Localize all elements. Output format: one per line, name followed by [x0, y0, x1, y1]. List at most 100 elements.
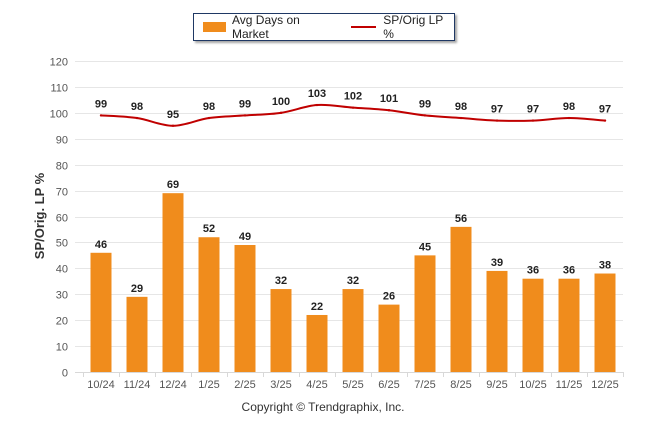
line-point: [531, 119, 535, 122]
line-point: [135, 116, 139, 120]
bar-value-label: 36: [563, 265, 575, 277]
y-tick-label: 50: [56, 238, 68, 250]
bar-value-label: 45: [419, 241, 431, 253]
bar: [126, 296, 148, 372]
x-tick-label: 1/25: [198, 379, 219, 391]
line-point: [387, 109, 391, 112]
line-point: [207, 116, 211, 120]
line-value-label: 97: [491, 104, 503, 116]
bar-value-label: 39: [491, 257, 503, 269]
y-tick-label: 110: [50, 83, 68, 95]
line-point: [243, 114, 247, 117]
line-point: [279, 111, 283, 115]
x-tick-label: 4/25: [306, 379, 327, 391]
bar: [342, 289, 364, 372]
line-point: [99, 114, 103, 117]
line-value-label: 101: [380, 93, 398, 105]
line-point: [459, 116, 463, 120]
x-tick-label: 12/25: [591, 379, 619, 391]
line-series: [99, 103, 607, 127]
bar-value-label: 46: [95, 239, 107, 251]
copyright-text: Copyright © Trendgraphix, Inc.: [241, 400, 405, 414]
bar: [522, 278, 544, 372]
bar: [558, 278, 580, 372]
y-tick-label: 90: [56, 135, 68, 147]
y-axis-ticks: 0 10 20 30 40 50 60 70 80 90 100 110 120: [50, 57, 68, 380]
x-tick-label: 12/24: [159, 379, 187, 391]
x-tick-label: 8/25: [450, 379, 471, 391]
line-value-label: 99: [95, 98, 107, 110]
bar-value-label: 36: [527, 265, 539, 277]
x-tick-label: 10/25: [519, 379, 547, 391]
bar: [270, 289, 292, 372]
y-tick-label: 10: [56, 342, 68, 354]
legend-swatch-bar: [203, 22, 226, 32]
line-value-label: 97: [527, 104, 539, 116]
x-tick-label: 9/25: [486, 379, 507, 391]
line-point: [171, 124, 175, 127]
x-axis-ticks: 10/24 11/24 12/24 1/25 2/25 3/25 4/25 5/25 6/25 7…: [87, 379, 619, 391]
line-value-label: 100: [272, 96, 290, 108]
bar-value-label: 32: [275, 275, 287, 287]
y-tick-label: 70: [56, 187, 68, 199]
y-tick-label: 30: [56, 290, 68, 302]
bar-value-label: 52: [203, 223, 215, 235]
line-point: [423, 114, 427, 117]
bar-value-label: 38: [599, 260, 611, 272]
bar-value-label: 56: [455, 213, 467, 225]
line-value-label: 99: [239, 98, 251, 110]
bar: [90, 252, 112, 372]
line-data-labels: 99 98 95 98 99 100 103 102 101 99 98 97 97 98 97: [95, 88, 611, 121]
y-tick-label: 60: [56, 213, 68, 225]
bar: [486, 270, 508, 372]
bar-value-label: 32: [347, 275, 359, 287]
line-value-label: 98: [563, 101, 575, 113]
x-tick-label: 5/25: [342, 379, 363, 391]
line-value-label: 98: [455, 101, 467, 113]
y-tick-label: 100: [50, 109, 68, 121]
bar: [198, 237, 220, 372]
line-value-label: 102: [344, 91, 362, 103]
bar-series: [90, 193, 616, 372]
x-tick-label: 3/25: [270, 379, 291, 391]
bar-value-label: 22: [311, 301, 323, 313]
y-tick-label: 0: [62, 368, 68, 380]
line-value-label: 99: [419, 98, 431, 110]
line-point: [351, 106, 355, 109]
bar-value-label: 29: [131, 283, 143, 295]
x-tick-label: 7/25: [414, 379, 435, 391]
bar: [378, 304, 400, 372]
legend-label-avg-days: Avg Days on Market: [232, 13, 300, 41]
legend: Avg Days on Market SP/Orig LP %: [193, 13, 455, 41]
y-tick-label: 40: [56, 264, 68, 276]
x-tick-label: 11/25: [556, 379, 583, 391]
line-point: [603, 119, 607, 122]
line-value-label: 103: [308, 88, 326, 100]
bar: [450, 226, 472, 372]
x-tick-label: 10/24: [87, 379, 115, 391]
line-point: [315, 103, 319, 107]
y-tick-label: 80: [56, 161, 68, 173]
x-tick-label: 2/25: [234, 379, 255, 391]
x-tick-label: 11/24: [124, 379, 151, 391]
line-value-label: 98: [203, 101, 215, 113]
bar-data-labels: 46 29 69 52 49 32 22 32 26 45 56 39 36 36 38: [95, 179, 611, 313]
x-tick-label: 6/25: [378, 379, 399, 391]
line-point: [567, 116, 571, 120]
bar: [306, 314, 328, 372]
bar: [414, 255, 436, 372]
bar-value-label: 49: [239, 231, 251, 243]
legend-label-sp-orig: SP/Orig LP %: [383, 13, 444, 41]
line-value-label: 97: [599, 104, 611, 116]
bar: [594, 273, 616, 372]
bar-value-label: 69: [167, 179, 179, 191]
bar-value-label: 26: [383, 291, 395, 303]
y-tick-label: 120: [50, 57, 68, 69]
line-value-label: 98: [131, 101, 143, 113]
legend-swatch-line: [351, 26, 377, 28]
line-point: [495, 119, 499, 122]
y-axis-label: SP/Orig. LP %: [32, 172, 47, 259]
line-value-label: 95: [167, 109, 179, 121]
y-tick-label: 20: [56, 316, 68, 328]
